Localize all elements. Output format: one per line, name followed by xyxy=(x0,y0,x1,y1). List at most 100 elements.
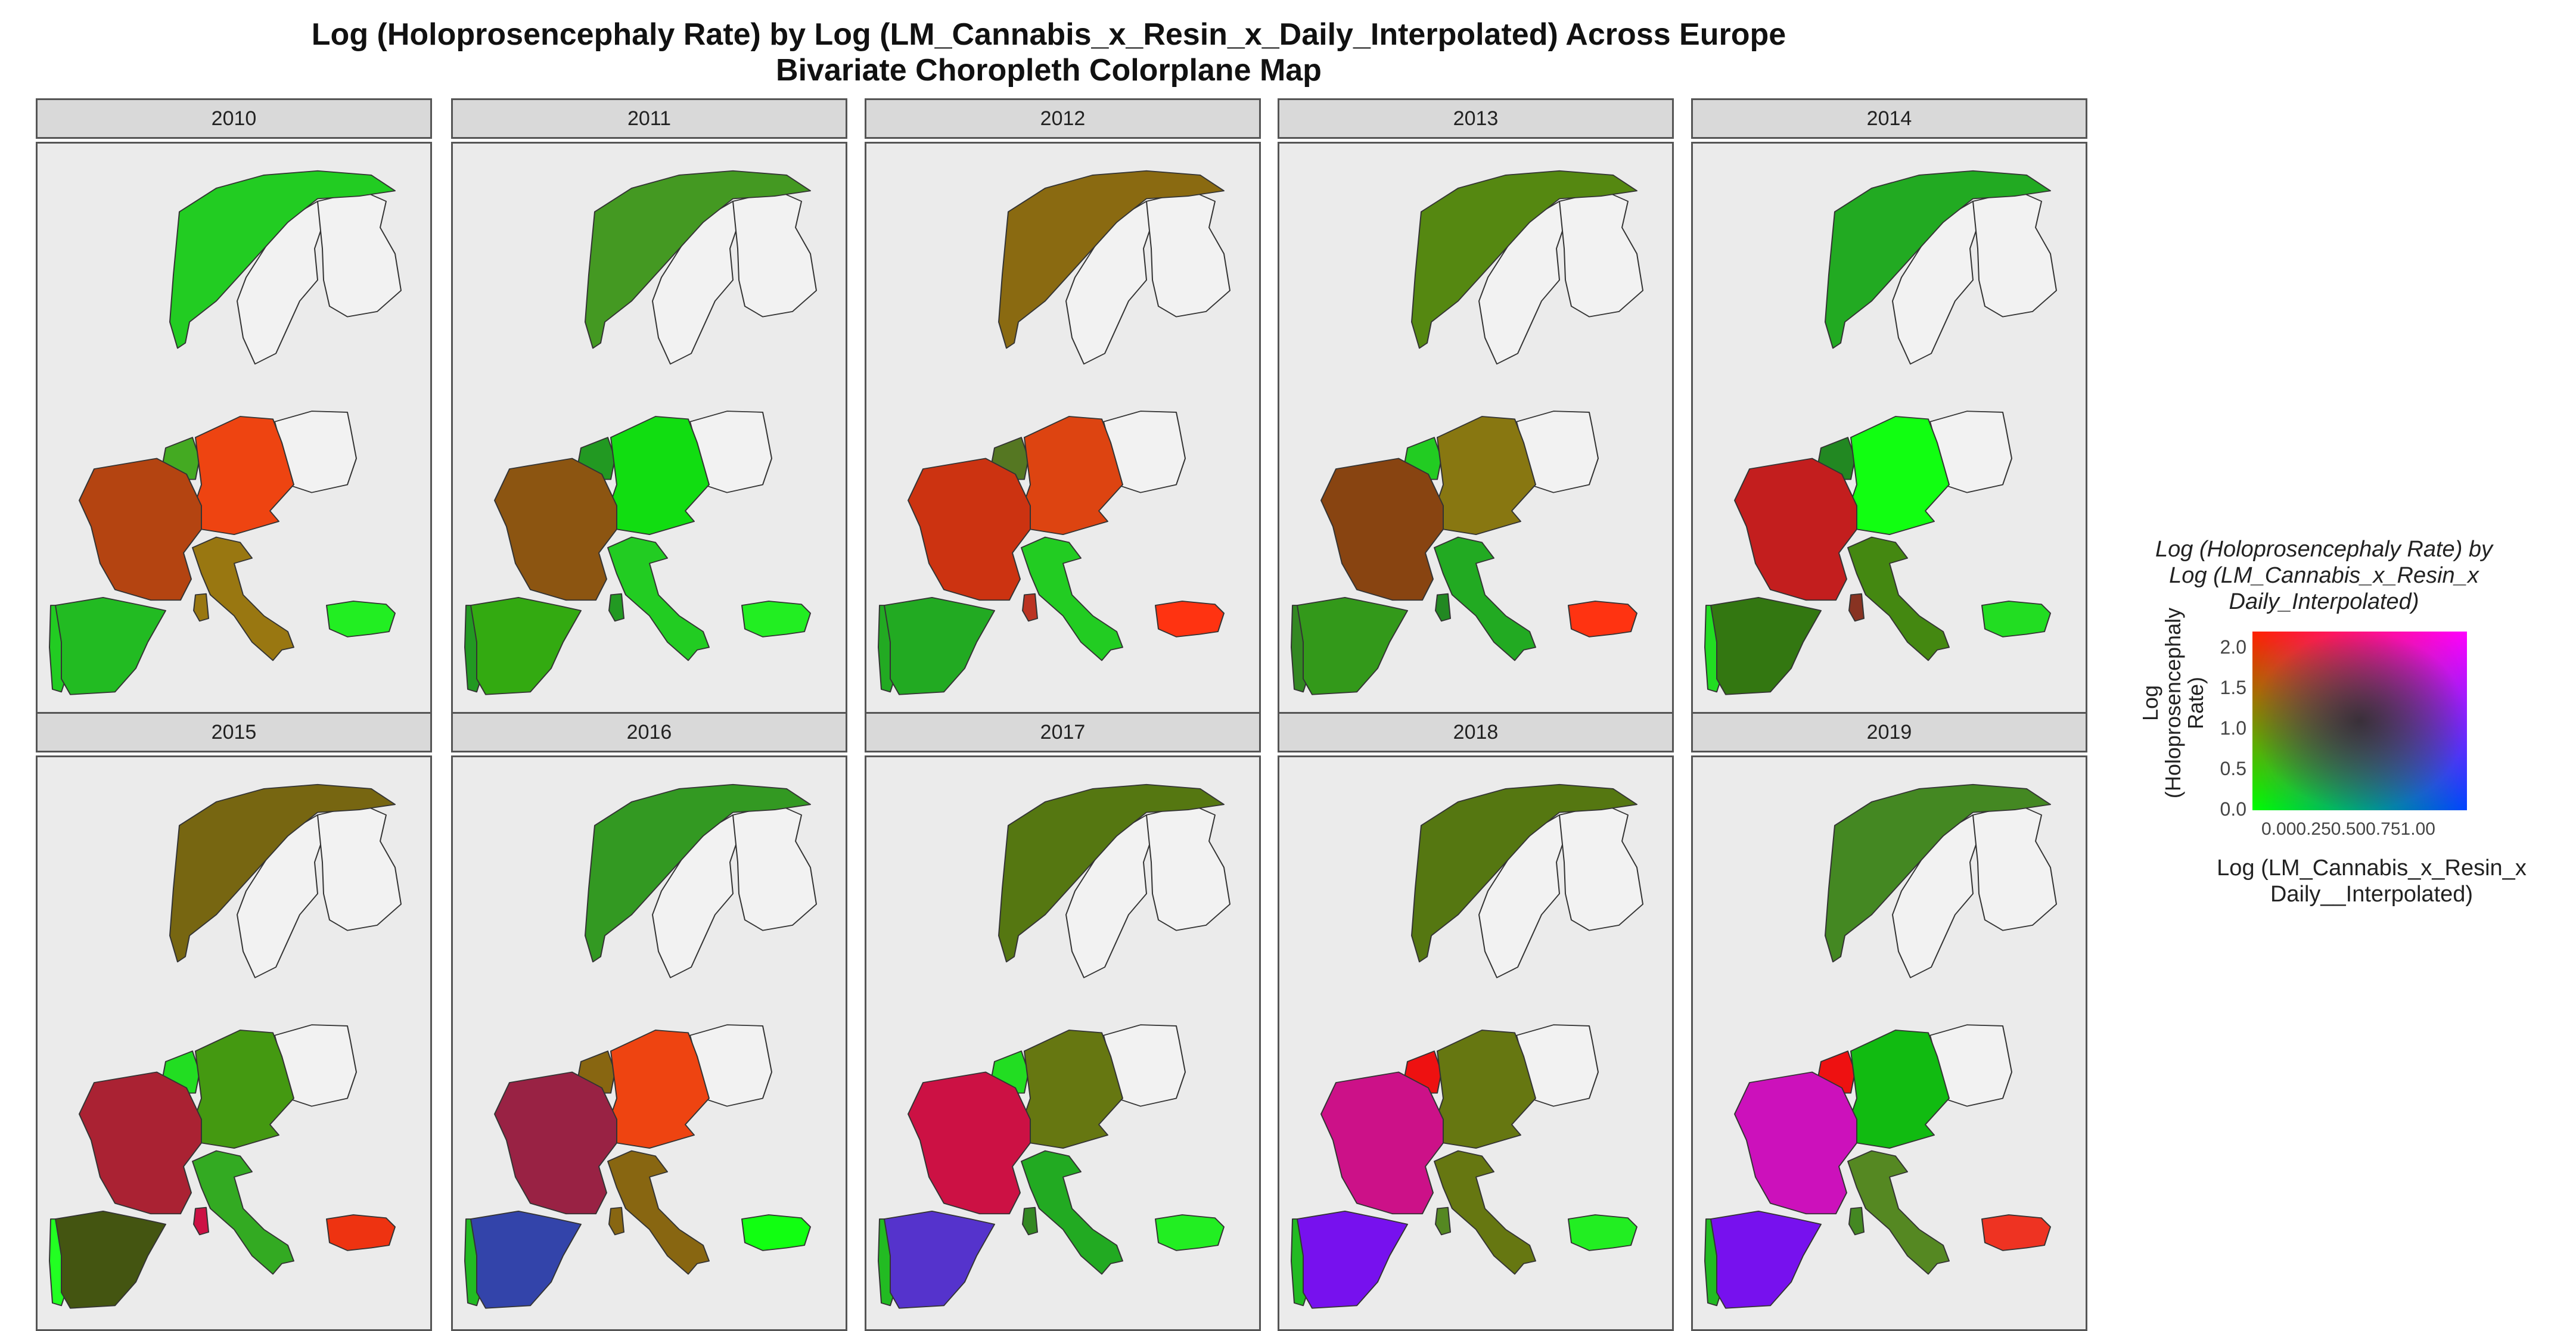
country-nor xyxy=(1411,170,1637,349)
country-fin xyxy=(1972,804,2057,931)
facet-panel-2016: 2016 xyxy=(451,712,847,1331)
country-fin xyxy=(1559,804,1643,931)
country-fin xyxy=(1146,190,1230,318)
country-sar xyxy=(1848,593,1865,622)
country-nor xyxy=(585,783,811,963)
country-ger xyxy=(192,416,294,536)
chart-title-line2: Bivariate Choropleth Colorplane Map xyxy=(776,53,1322,88)
map-area xyxy=(451,142,847,717)
country-sar xyxy=(193,593,209,622)
country-bul xyxy=(741,601,811,637)
country-ita xyxy=(607,536,710,661)
bivariate-legend: Log (Holoprosencephaly Rate) by Log (LM_… xyxy=(2098,536,2574,953)
facet-strip-label: 2013 xyxy=(1278,98,1674,139)
facet-panel-2013: 2013 xyxy=(1278,98,1674,717)
facet-panel-2010: 2010 xyxy=(36,98,432,717)
country-spa xyxy=(470,596,582,695)
country-ger xyxy=(192,1030,294,1149)
facet-panel-2015: 2015 xyxy=(36,712,432,1331)
map-area xyxy=(865,142,1261,717)
country-bul xyxy=(326,1214,396,1251)
country-nor xyxy=(998,783,1225,963)
legend-y-label: Log (Holoprosencephaly Rate) xyxy=(2138,596,2208,810)
country-fra xyxy=(908,458,1031,601)
country-ita xyxy=(607,1150,710,1275)
country-ger xyxy=(607,416,710,536)
country-nor xyxy=(1411,783,1637,963)
country-spa xyxy=(55,1210,166,1309)
country-nor xyxy=(1825,170,2051,349)
country-bul xyxy=(1155,601,1225,637)
country-ger xyxy=(1021,1030,1123,1149)
facet-panel-2014: 2014 xyxy=(1691,98,2087,717)
country-sar xyxy=(193,1206,209,1236)
country-fra xyxy=(494,1071,617,1215)
facet-strip-label: 2012 xyxy=(865,98,1261,139)
country-spa xyxy=(884,596,995,695)
country-ger xyxy=(607,1030,710,1149)
country-nor xyxy=(169,170,396,349)
facet-panel-2019: 2019 xyxy=(1691,712,2087,1331)
country-bul xyxy=(1981,1214,2051,1251)
country-ita xyxy=(1021,536,1123,661)
country-sar xyxy=(608,593,624,622)
legend-x-label: Log (LM_Cannabis_x_Resin_x Daily__Interp… xyxy=(2205,855,2538,907)
country-bul xyxy=(1568,601,1637,637)
facet-strip-label: 2018 xyxy=(1278,712,1674,752)
country-fin xyxy=(317,190,402,318)
facet-strip-label: 2019 xyxy=(1691,712,2087,752)
legend-title: Log (Holoprosencephaly Rate) by Log (LM_… xyxy=(2098,536,2550,615)
country-ger xyxy=(1021,416,1123,536)
facet-strip-label: 2014 xyxy=(1691,98,2087,139)
country-ita xyxy=(192,1150,294,1275)
map-area xyxy=(36,755,432,1331)
country-fin xyxy=(1146,804,1230,931)
country-fin xyxy=(1972,190,2057,318)
legend-title-line3: Daily_Interpolated) xyxy=(2229,589,2419,614)
legend-y-label-line1: Log xyxy=(2138,685,2162,722)
country-ita xyxy=(1021,1150,1123,1275)
country-spa xyxy=(55,596,166,695)
country-fra xyxy=(79,458,202,601)
legend-y-tick: 0.0 xyxy=(2220,798,2246,820)
country-fra xyxy=(908,1071,1031,1215)
legend-y-label-line3: Rate) xyxy=(2183,676,2208,730)
country-spa xyxy=(1297,596,1408,695)
facet-strip-label: 2011 xyxy=(451,98,847,139)
legend-y-label-line2: (Holoprosencephaly xyxy=(2161,607,2185,799)
country-sar xyxy=(608,1206,624,1236)
country-ger xyxy=(1847,1030,1950,1149)
facet-strip-label: 2016 xyxy=(451,712,847,752)
country-spa xyxy=(1297,1210,1408,1309)
facet-strip-label: 2010 xyxy=(36,98,432,139)
country-fra xyxy=(1734,458,1857,601)
country-sar xyxy=(1435,1206,1451,1236)
country-fra xyxy=(1320,1071,1444,1215)
map-area xyxy=(1691,142,2087,717)
facet-panel-2017: 2017 xyxy=(865,712,1261,1331)
legend-colorplane xyxy=(2252,632,2467,810)
map-area xyxy=(1278,755,1674,1331)
legend-x-label-line1: Log (LM_Cannabis_x_Resin_x xyxy=(2217,856,2527,881)
legend-y-tick: 2.0 xyxy=(2220,636,2246,658)
country-ita xyxy=(1434,536,1536,661)
facet-strip-label: 2015 xyxy=(36,712,432,752)
country-spa xyxy=(1710,1210,1822,1309)
country-ger xyxy=(1434,416,1536,536)
facet-panel-2011: 2011 xyxy=(451,98,847,717)
map-area xyxy=(865,755,1261,1331)
country-bul xyxy=(741,1214,811,1251)
country-ita xyxy=(1847,536,1950,661)
country-fin xyxy=(1559,190,1643,318)
country-nor xyxy=(1825,783,2051,963)
country-sar xyxy=(1435,593,1451,622)
map-area xyxy=(36,142,432,717)
country-bul xyxy=(1981,601,2051,637)
chart-title-line1: Log (Holoprosencephaly Rate) by Log (LM_… xyxy=(311,17,1786,52)
country-bul xyxy=(326,601,396,637)
country-fin xyxy=(317,804,402,931)
map-area xyxy=(1691,755,2087,1331)
country-ita xyxy=(192,536,294,661)
country-fra xyxy=(494,458,617,601)
